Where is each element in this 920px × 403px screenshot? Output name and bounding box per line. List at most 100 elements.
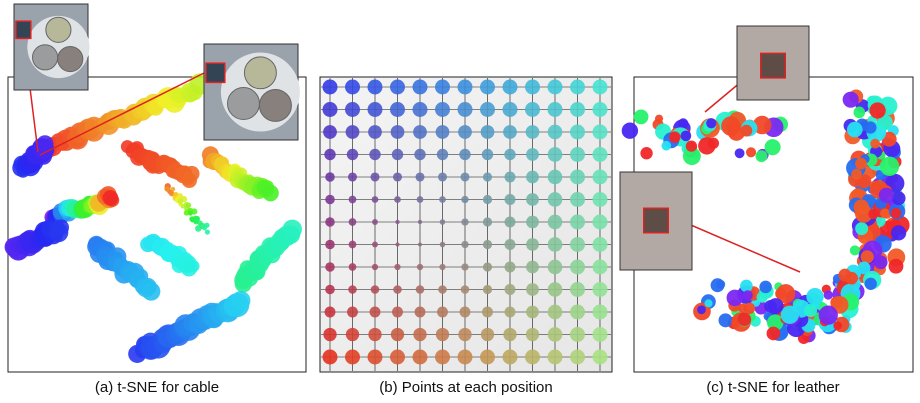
grid-point — [395, 219, 400, 225]
grid-point — [347, 172, 358, 182]
grid-point — [526, 238, 539, 251]
grid-point — [504, 306, 516, 318]
embedding-point — [742, 290, 753, 301]
grid-point — [325, 239, 335, 250]
embedding-point — [764, 139, 781, 156]
grid-point — [526, 170, 539, 184]
grid-point — [547, 192, 563, 207]
grid-point — [592, 349, 608, 365]
grid-point — [526, 305, 539, 319]
grid-point — [547, 102, 563, 117]
grid-point — [461, 263, 469, 271]
caption-c: (c) t-SNE for leather — [706, 379, 839, 396]
grid-point — [394, 196, 401, 203]
grid-point — [570, 259, 585, 275]
grid-point — [322, 102, 338, 117]
inset-wire — [57, 45, 84, 73]
embedding-point — [842, 91, 859, 108]
grid-point — [412, 349, 428, 365]
grid-point — [525, 79, 540, 95]
embedding-point — [878, 187, 894, 203]
embedding-point — [677, 118, 689, 129]
embedding-point — [187, 210, 193, 216]
grid-point — [390, 327, 405, 342]
embedding-point — [706, 118, 717, 129]
grid-point — [324, 306, 336, 318]
grid-point — [547, 327, 563, 342]
grid-point — [437, 172, 448, 182]
grid-point — [439, 263, 446, 271]
grid-point — [439, 196, 446, 203]
embedding-point — [767, 298, 784, 314]
grid-point — [416, 263, 424, 271]
grid-point — [437, 306, 448, 318]
grid-point — [504, 171, 516, 183]
embedding-point — [888, 258, 904, 274]
grid-point — [570, 214, 585, 230]
embedding-point — [697, 305, 706, 315]
grid-point — [457, 349, 473, 365]
grid-point — [345, 349, 360, 365]
panel-a-plot — [4, 73, 302, 364]
grid-point — [347, 306, 358, 318]
embedding-point — [721, 116, 741, 136]
grid-point — [461, 240, 469, 249]
embedding-point — [853, 199, 870, 216]
embedding-point — [743, 302, 756, 315]
inset-highlight — [205, 62, 226, 84]
grid-point — [592, 192, 608, 207]
grid-point — [504, 193, 516, 206]
grid-point — [526, 193, 539, 206]
grid-point — [547, 124, 563, 140]
grid-point — [435, 327, 450, 342]
grid-point — [504, 216, 516, 228]
grid-point — [547, 79, 563, 95]
embedding-point — [202, 225, 207, 231]
embedding-point — [759, 280, 772, 294]
grid-point — [395, 242, 400, 247]
embedding-point — [170, 186, 176, 192]
grid-point — [346, 148, 359, 161]
grid-point — [459, 148, 471, 161]
embedding-point — [766, 326, 781, 341]
grid-point — [461, 195, 469, 204]
grid-point — [348, 285, 357, 294]
embedding-point — [716, 279, 726, 289]
grid-point — [480, 79, 495, 95]
inset-wire — [258, 88, 292, 122]
embedding-point — [204, 229, 210, 235]
grid-point — [570, 282, 585, 297]
grid-point — [458, 125, 472, 139]
grid-point — [482, 284, 493, 295]
grid-point — [526, 260, 539, 274]
grid-point — [412, 102, 428, 117]
grid-point — [435, 125, 450, 139]
grid-point — [504, 148, 516, 161]
embedding-point — [726, 289, 744, 307]
grid-point — [371, 196, 379, 203]
embedding-point — [864, 277, 877, 290]
grid-point — [592, 237, 608, 252]
grid-point — [371, 263, 379, 271]
grid-point — [592, 124, 608, 140]
embedding-point — [874, 255, 888, 270]
grid-point — [592, 282, 608, 297]
grid-point — [547, 349, 563, 365]
grid-point — [592, 304, 608, 320]
grid-point — [370, 285, 380, 294]
embedding-point — [853, 106, 866, 119]
embedding-point — [734, 148, 745, 159]
embedding-point — [804, 304, 818, 318]
grid-point — [547, 147, 563, 162]
grid-point — [413, 125, 427, 139]
grid-point — [547, 214, 563, 230]
grid-point — [480, 102, 495, 117]
embedding-point — [193, 215, 200, 223]
embedding-point — [682, 147, 701, 166]
grid-point — [461, 218, 469, 226]
grid-point — [482, 306, 493, 318]
grid-point — [435, 79, 450, 95]
grid-point — [323, 125, 337, 139]
grid-point — [367, 102, 383, 117]
